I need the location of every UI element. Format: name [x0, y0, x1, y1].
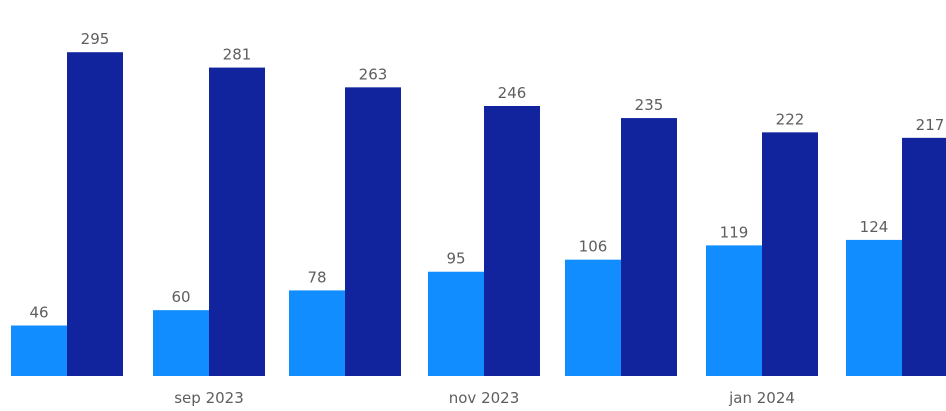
- bar-series-2-5[interactable]: [762, 132, 818, 376]
- data-label-series-2-0: 295: [81, 30, 110, 48]
- data-label-series-1-6: 124: [860, 218, 889, 236]
- bar-series-2-1[interactable]: [209, 67, 265, 377]
- bar-series-2-2[interactable]: [345, 87, 401, 376]
- data-label-series-1-4: 106: [579, 238, 608, 256]
- bar-series-1-4[interactable]: [565, 259, 621, 376]
- bar-series-1-0[interactable]: [11, 325, 67, 376]
- bars-group: [11, 52, 946, 377]
- data-label-series-1-1: 60: [171, 288, 190, 306]
- bar-series-2-6[interactable]: [902, 137, 946, 376]
- x-axis-ticks: sep 2023 nov 2023 jan 2024: [174, 389, 795, 407]
- data-label-series-2-1: 281: [223, 46, 252, 64]
- bar-series-1-5[interactable]: [706, 245, 762, 376]
- x-tick-label-5: jan 2024: [728, 389, 795, 407]
- bar-series-1-6[interactable]: [846, 239, 902, 376]
- data-label-series-1-0: 46: [29, 304, 48, 322]
- data-label-series-2-3: 246: [498, 84, 527, 102]
- bar-series-1-1[interactable]: [153, 310, 209, 376]
- bar-series-2-4[interactable]: [621, 118, 677, 376]
- data-label-series-1-2: 78: [307, 268, 326, 286]
- bar-series-1-2[interactable]: [289, 290, 345, 376]
- data-labels-group: 46 295 60 281 78 263 95 246 106 235 119 222 124 217: [29, 30, 944, 321]
- bar-series-2-0[interactable]: [67, 52, 123, 376]
- bar-series-2-3[interactable]: [484, 106, 540, 376]
- data-label-series-1-3: 95: [446, 250, 465, 268]
- data-label-series-2-6: 217: [916, 116, 945, 134]
- bar-series-1-3[interactable]: [428, 271, 484, 376]
- x-tick-label-3: nov 2023: [449, 389, 520, 407]
- data-label-series-2-4: 235: [635, 96, 664, 114]
- data-label-series-2-5: 222: [776, 110, 805, 128]
- data-label-series-1-5: 119: [720, 223, 749, 241]
- x-tick-label-1: sep 2023: [174, 389, 244, 407]
- data-label-series-2-2: 263: [359, 65, 388, 83]
